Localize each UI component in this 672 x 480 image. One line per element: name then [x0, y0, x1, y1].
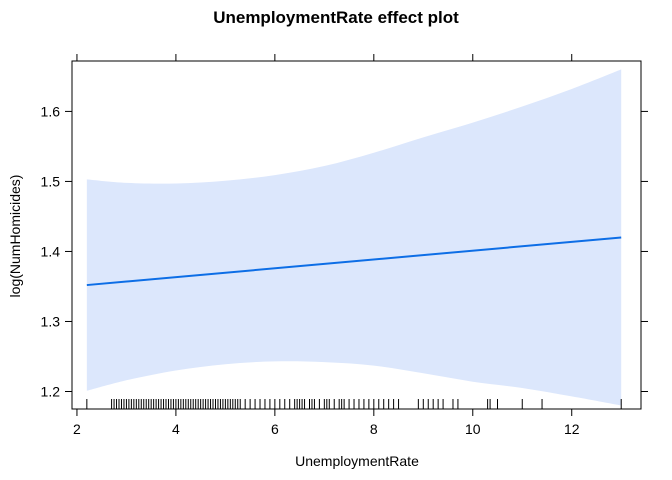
y-tick-label: 1.6	[41, 103, 61, 119]
chart-title: UnemploymentRate effect plot	[213, 8, 459, 27]
y-tick-label: 1.2	[41, 383, 61, 399]
y-tick-label: 1.3	[41, 313, 61, 329]
confidence-band	[86, 69, 622, 406]
x-tick-label: 10	[465, 421, 481, 437]
y-tick-label: 1.4	[41, 243, 61, 259]
fit-line-layer	[86, 236, 622, 287]
fit-line	[86, 236, 622, 287]
rug-layer	[86, 399, 622, 409]
y-axis: 1.2 1.3 1.4 1.5 1.6	[41, 103, 648, 399]
x-tick-label: 12	[564, 421, 580, 437]
plot-frame	[71, 60, 642, 410]
y-axis-label: log(NumHomicides)	[7, 175, 23, 298]
x-tick-label: 2	[73, 421, 81, 437]
x-axis: 2 4 6 8 10 12	[73, 54, 580, 437]
x-tick-label: 8	[370, 421, 378, 437]
y-tick-label: 1.5	[41, 173, 61, 189]
x-tick-label: 4	[172, 421, 180, 437]
x-axis-label: UnemploymentRate	[295, 453, 419, 469]
x-tick-label: 6	[271, 421, 279, 437]
confidence-band-layer	[86, 69, 622, 406]
